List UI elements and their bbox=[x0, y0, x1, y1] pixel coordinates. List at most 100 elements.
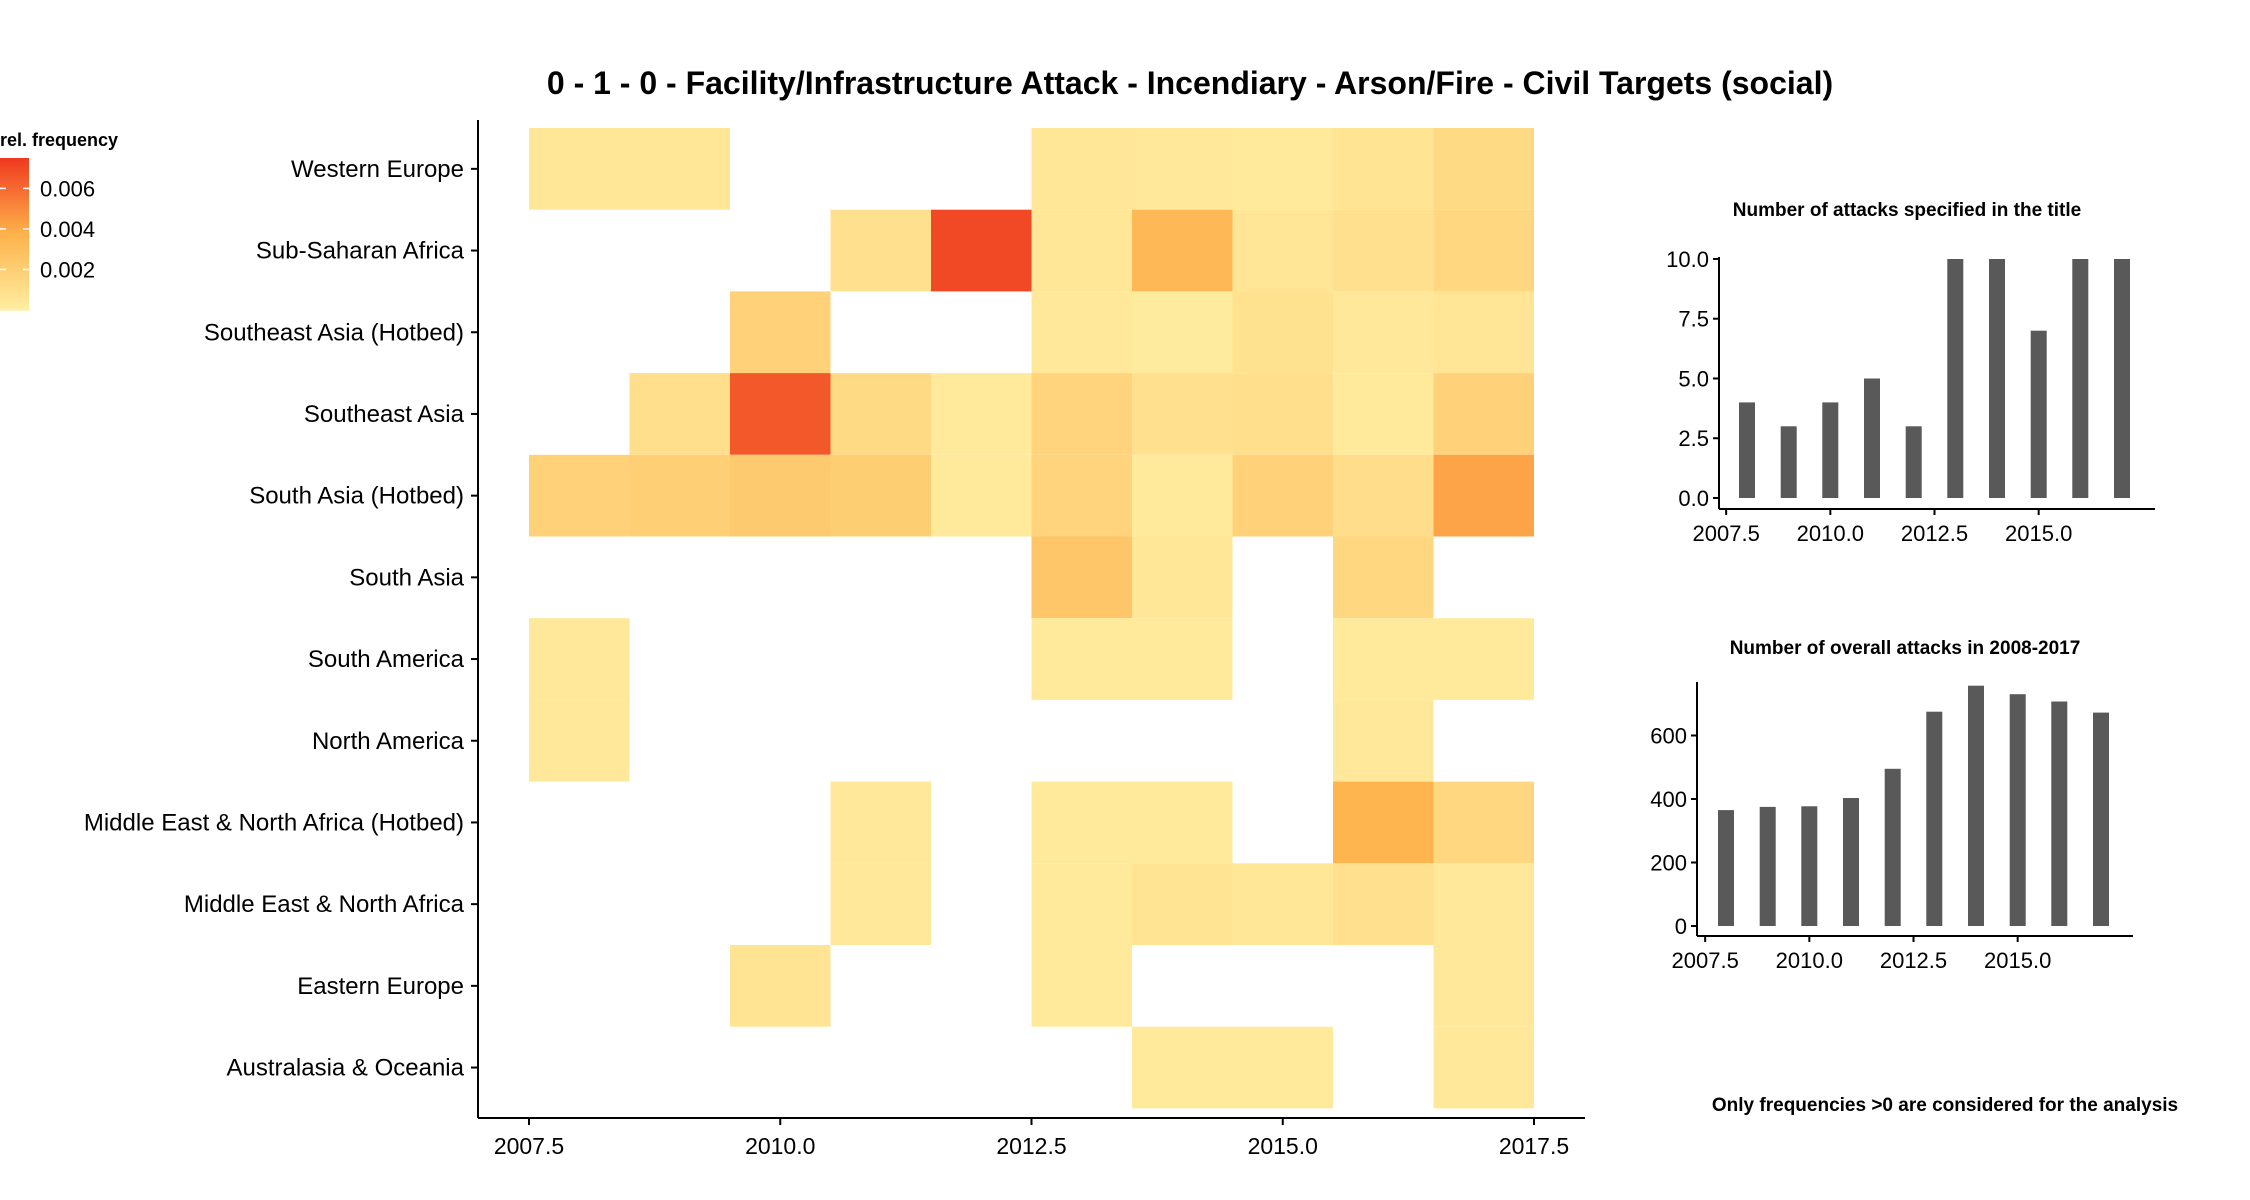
legend-gradient-step bbox=[0, 221, 29, 225]
region-label: South America bbox=[308, 646, 465, 673]
region-label: Middle East & North Africa (Hotbed) bbox=[84, 809, 464, 836]
legend-gradient-step bbox=[0, 274, 29, 278]
x-tick-label: 2012.5 bbox=[1901, 521, 1968, 546]
heatmap-cell bbox=[1333, 128, 1434, 210]
region-label: Middle East & North Africa bbox=[184, 891, 465, 918]
heatmap-cell bbox=[1333, 699, 1434, 782]
legend-gradient-step bbox=[0, 206, 29, 210]
heatmap-cell bbox=[1433, 128, 1534, 210]
legend-gradient-step bbox=[0, 183, 29, 187]
legend-gradient-step bbox=[0, 246, 29, 250]
legend-gradient-step bbox=[0, 297, 29, 301]
legend-gradient-step bbox=[0, 158, 29, 162]
bar bbox=[1739, 402, 1755, 498]
legend-gradient-step bbox=[0, 208, 29, 212]
heatmap-cell bbox=[529, 699, 630, 782]
heatmap-cell bbox=[931, 209, 1032, 292]
legend-gradient-step bbox=[0, 307, 29, 311]
heatmap-cell bbox=[830, 209, 931, 292]
heatmap-cell bbox=[1333, 209, 1434, 292]
y-tick-label: 10.0 bbox=[1666, 247, 1709, 272]
legend-gradient-step bbox=[0, 272, 29, 276]
heatmap-cell bbox=[529, 618, 630, 700]
y-tick-label: 5.0 bbox=[1678, 366, 1709, 391]
legend-gradient-step bbox=[0, 203, 29, 207]
legend-gradient-step bbox=[0, 231, 29, 235]
heatmap-cell bbox=[1433, 373, 1534, 455]
legend-gradient-step bbox=[0, 277, 29, 281]
legend-gradient-step bbox=[0, 299, 29, 303]
legend-gradient-step bbox=[0, 241, 29, 245]
heatmap-cell bbox=[1031, 291, 1132, 374]
legend-gradient-step bbox=[0, 198, 29, 202]
legend-gradient-step bbox=[0, 264, 29, 268]
heatmap-cell bbox=[629, 128, 730, 210]
heatmap-cell bbox=[1132, 1026, 1233, 1109]
heatmap-cell bbox=[730, 291, 831, 374]
bar bbox=[1884, 768, 1901, 926]
heatmap-cell bbox=[1232, 1026, 1333, 1109]
heatmap-cell bbox=[1433, 291, 1534, 374]
heatmap-cell bbox=[730, 373, 831, 455]
heatmap-cell bbox=[1232, 209, 1333, 292]
bar bbox=[2009, 694, 2026, 926]
legend-gradient-step bbox=[0, 216, 29, 220]
legend-tick-label: 0.002 bbox=[40, 257, 95, 282]
legend-gradient-step bbox=[0, 196, 29, 200]
heatmap-cell bbox=[1333, 863, 1434, 945]
legend-gradient-step bbox=[0, 178, 29, 182]
legend-gradient-step bbox=[0, 251, 29, 255]
y-tick-label: 0 bbox=[1675, 914, 1687, 939]
legend-gradient-step bbox=[0, 261, 29, 265]
bar bbox=[1801, 806, 1818, 926]
heatmap-cell bbox=[1132, 536, 1233, 619]
heatmap-cell bbox=[931, 373, 1032, 455]
legend-ticks: 0.002 0.004 0.006 bbox=[0, 176, 95, 282]
legend-gradient-step bbox=[0, 289, 29, 293]
legend-gradient-step bbox=[0, 244, 29, 248]
heatmap-cell bbox=[1433, 209, 1534, 292]
legend-gradient-step bbox=[0, 304, 29, 309]
heatmap-cell bbox=[1232, 128, 1333, 210]
legend-gradient-step bbox=[0, 190, 29, 195]
x-tick-label: 2010.0 bbox=[1797, 521, 1864, 546]
legend: rel. frequency 0.002 0.004 0.006 bbox=[0, 130, 118, 311]
legend-gradient-step bbox=[0, 163, 29, 167]
region-label: Sub-Saharan Africa bbox=[256, 238, 465, 265]
heatmap-cell bbox=[1333, 373, 1434, 455]
bar bbox=[1905, 426, 1922, 498]
legend-tick-label: 0.004 bbox=[40, 217, 95, 242]
legend-gradient-step bbox=[0, 239, 29, 243]
region-label: Southeast Asia bbox=[304, 401, 465, 428]
legend-title: rel. frequency bbox=[0, 130, 118, 150]
heatmap-cell bbox=[830, 454, 931, 537]
legend-gradient-step bbox=[0, 218, 29, 222]
bar bbox=[1718, 810, 1734, 926]
mini-chart-1-title: Number of attacks specified in the title bbox=[1733, 200, 2081, 221]
heatmap-cell bbox=[1132, 373, 1233, 455]
x-tick-label: 2015.0 bbox=[1248, 1133, 1318, 1159]
heatmap-cell bbox=[730, 454, 831, 537]
legend-gradient-step bbox=[0, 223, 29, 227]
x-tick-label: 2007.5 bbox=[1672, 948, 1739, 973]
chart-title: 0 - 1 - 0 - Facility/Infrastructure Atta… bbox=[547, 65, 1833, 101]
legend-gradient-step bbox=[0, 226, 29, 230]
heatmap-cell bbox=[529, 128, 630, 210]
heatmap-cell bbox=[830, 781, 931, 864]
x-tick-label: 2012.5 bbox=[1880, 948, 1947, 973]
legend-gradient-step bbox=[0, 211, 29, 215]
heatmap-cell bbox=[1333, 291, 1434, 374]
heatmap-cell bbox=[1031, 781, 1132, 864]
heatmap-cell bbox=[1132, 781, 1233, 864]
x-tick-label: 2017.5 bbox=[1499, 1133, 1569, 1159]
bar bbox=[1947, 259, 1964, 498]
y-tick-label: 2.5 bbox=[1678, 426, 1709, 451]
heatmap-cell bbox=[1031, 209, 1132, 292]
heatmap-cell bbox=[1433, 1026, 1534, 1109]
legend-gradient-step bbox=[0, 188, 29, 192]
legend-gradient-step bbox=[0, 266, 29, 271]
heatmap-cell bbox=[931, 454, 1032, 537]
analysis-note: Only frequencies >0 are considered for t… bbox=[1712, 1095, 2178, 1116]
heatmap-cell bbox=[1333, 781, 1434, 864]
